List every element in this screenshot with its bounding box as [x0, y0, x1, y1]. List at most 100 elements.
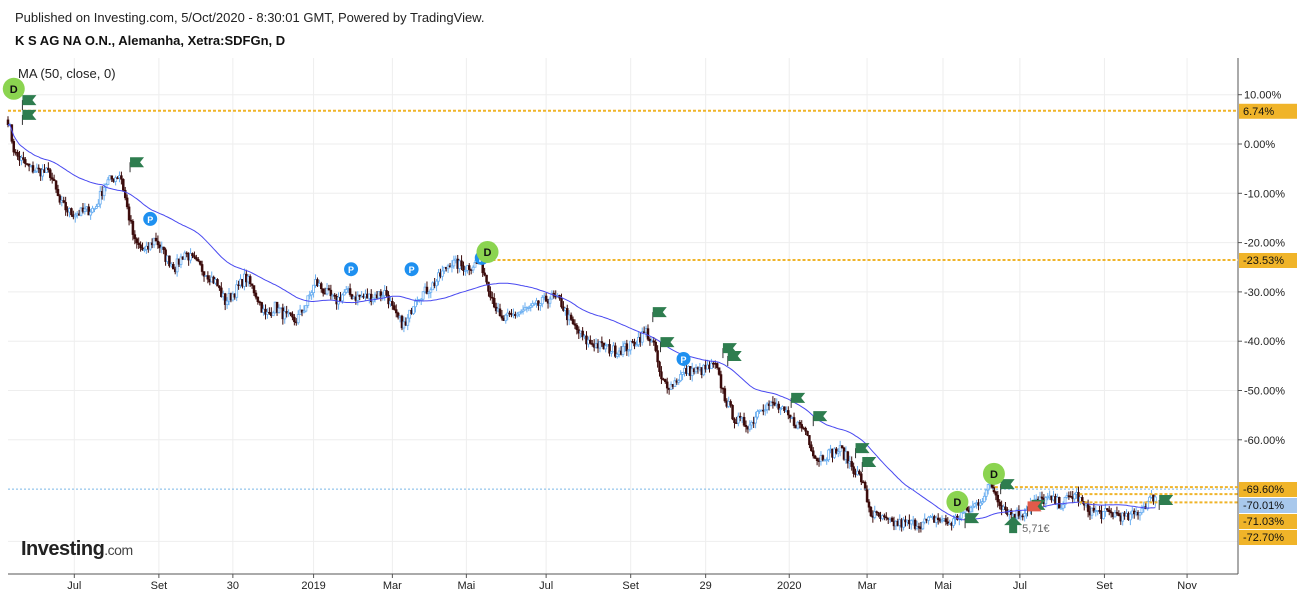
candle — [994, 491, 998, 496]
candle — [41, 169, 44, 177]
candle — [62, 200, 65, 203]
candle — [779, 408, 782, 411]
candle — [102, 186, 106, 197]
candle — [12, 141, 16, 153]
candle — [946, 521, 950, 525]
flag-icon — [855, 443, 870, 454]
candle — [412, 306, 415, 315]
x-tick-label: 2019 — [301, 580, 325, 592]
x-tick-label: Set — [622, 580, 639, 592]
candle — [756, 411, 759, 418]
candle — [836, 451, 840, 454]
candle — [120, 175, 123, 180]
candle — [293, 316, 296, 323]
x-tick-label: Jul — [67, 580, 81, 592]
candle — [765, 403, 769, 411]
candle — [909, 520, 913, 525]
candle — [885, 516, 888, 519]
candle — [223, 293, 227, 305]
candle — [133, 234, 137, 239]
x-tick-label: Jul — [539, 580, 553, 592]
price-label-bg — [1239, 482, 1297, 497]
candle — [731, 405, 734, 420]
candle — [980, 501, 984, 504]
candle — [846, 451, 850, 464]
candle — [840, 445, 844, 449]
candle — [216, 279, 219, 287]
candle — [35, 167, 39, 172]
candle — [627, 349, 631, 352]
candle — [489, 291, 492, 298]
price-label: -72.70% — [1243, 532, 1284, 544]
candle — [813, 455, 817, 459]
candle — [754, 416, 758, 424]
candle — [183, 252, 187, 260]
candle — [710, 362, 713, 370]
candle — [473, 262, 477, 268]
candle — [429, 289, 433, 293]
flag-icon — [1000, 479, 1015, 490]
candle — [471, 266, 475, 271]
candle — [806, 430, 809, 436]
candle — [598, 341, 602, 349]
flag-icon — [722, 343, 737, 354]
candle — [70, 208, 73, 216]
candle — [202, 271, 206, 277]
flag-icon — [727, 350, 742, 361]
candle — [193, 255, 196, 258]
candle — [971, 505, 975, 509]
candle — [1092, 507, 1096, 512]
candle — [1044, 497, 1048, 505]
candle — [566, 308, 569, 321]
candle — [58, 195, 62, 203]
candle — [162, 246, 165, 250]
candle — [982, 495, 986, 503]
x-tick-label: 30 — [227, 580, 239, 592]
p-marker — [404, 262, 419, 277]
candle — [748, 424, 752, 430]
flag-icon — [813, 411, 828, 422]
candle — [575, 325, 579, 330]
candle — [271, 312, 275, 317]
candle — [681, 371, 684, 375]
candle — [379, 291, 383, 296]
candle — [342, 291, 346, 296]
candle — [615, 354, 619, 357]
candle — [850, 461, 853, 467]
candle — [172, 264, 175, 270]
candle — [750, 421, 754, 426]
candle — [22, 157, 25, 160]
price-label-bg — [1239, 103, 1297, 119]
candle — [179, 256, 183, 265]
candle — [148, 242, 152, 250]
candle — [527, 307, 531, 309]
candle — [393, 305, 396, 310]
candle — [127, 206, 131, 221]
candle — [665, 381, 669, 389]
candle — [47, 167, 50, 171]
candle — [723, 388, 727, 402]
candle — [419, 298, 423, 301]
p-marker-label: P — [147, 215, 153, 225]
candle — [289, 312, 292, 315]
candle — [961, 511, 965, 514]
dividend-marker — [2, 77, 25, 100]
investing-logo: Investing.com — [21, 538, 133, 560]
flag-icon — [791, 392, 806, 403]
candle — [462, 265, 465, 271]
candle — [771, 401, 775, 404]
candle — [792, 417, 796, 426]
candle — [589, 339, 592, 344]
price-label: -71.03% — [1243, 516, 1284, 528]
price-label: -70.01% — [1243, 500, 1284, 512]
ma-legend[interactable]: MA (50, close, 0) — [18, 66, 116, 81]
candle — [425, 286, 429, 294]
candle — [690, 368, 694, 377]
candle — [468, 265, 471, 270]
candle — [414, 300, 417, 308]
candle — [519, 310, 523, 313]
candle — [591, 343, 594, 345]
candle — [927, 516, 930, 521]
candle — [487, 281, 490, 292]
